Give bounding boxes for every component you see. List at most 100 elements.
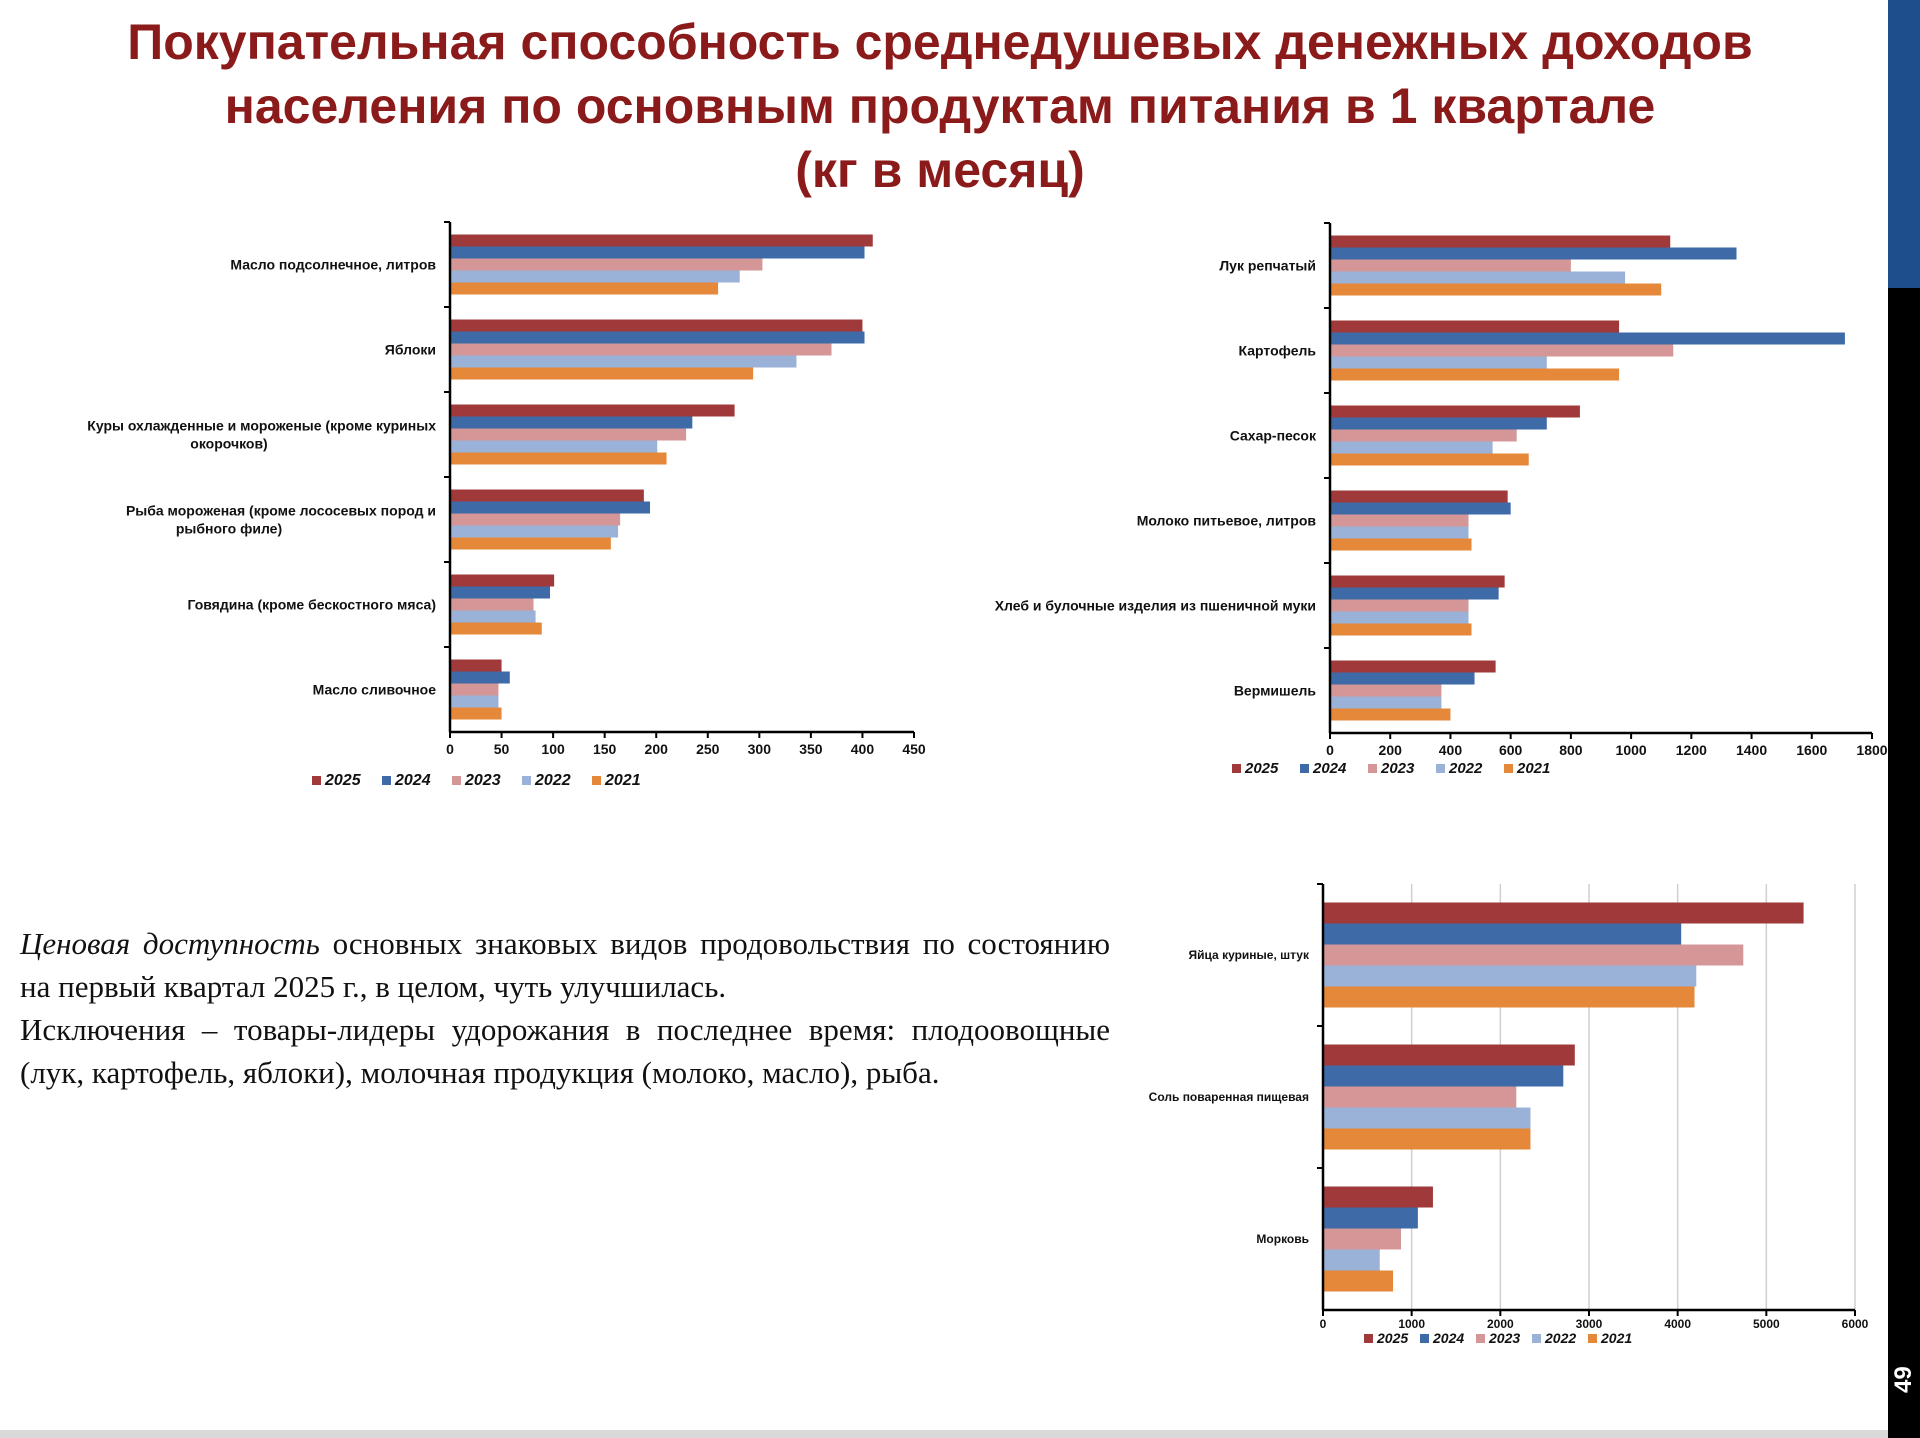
x-tick-label-3: 600	[1499, 742, 1523, 758]
category-label-4-0: Говядина (кроме бескостного мяса)	[187, 596, 436, 612]
bar-2024-0	[1323, 923, 1682, 945]
legend-label-2024: 2024	[1312, 760, 1347, 777]
bar-2022-2	[450, 440, 658, 453]
bar-2021-1	[1323, 1128, 1531, 1150]
legend-label-2024: 2024	[1432, 1330, 1464, 1346]
x-tick-label-2: 100	[541, 741, 565, 757]
category-label-2-0: Сахар-песок	[1230, 427, 1317, 443]
x-tick-label-0: 0	[1320, 1317, 1327, 1331]
side-accent-bar-black	[1888, 288, 1920, 1438]
legend-label-2021: 2021	[1516, 760, 1550, 777]
bar-2025-5	[450, 659, 502, 672]
category-label-5-0: Масло сливочное	[313, 681, 437, 697]
bar-2022-2	[1323, 1249, 1380, 1271]
category-label-1-0: Яблоки	[385, 341, 436, 357]
x-tick-label-0: 0	[446, 741, 454, 757]
x-tick-label-4: 800	[1559, 742, 1583, 758]
bar-2023-2	[1323, 1228, 1402, 1250]
legend-label-2024: 2024	[394, 772, 431, 789]
bar-2023-4	[450, 598, 534, 611]
bar-2023-3	[1330, 514, 1469, 527]
bar-2021-1	[1330, 368, 1620, 381]
bar-2024-5	[450, 671, 510, 684]
x-tick-label-7: 350	[799, 741, 823, 757]
category-label-2-0: Куры охлажденные и мороженые (кроме кури…	[87, 417, 436, 433]
x-tick-label-9: 1800	[1856, 742, 1887, 758]
legend-label-2025: 2025	[1244, 760, 1279, 777]
page-number: 49	[1890, 1366, 1917, 1394]
bar-2021-4	[450, 622, 542, 635]
bar-2025-2	[1330, 405, 1580, 418]
x-tick-label-2: 2000	[1487, 1317, 1514, 1331]
commentary-paragraph-1: Ценовая доступность основных знаковых ви…	[20, 922, 1110, 1008]
bar-2025-4	[450, 574, 555, 587]
bar-2024-0	[1330, 247, 1737, 260]
x-tick-label-0: 0	[1326, 742, 1334, 758]
legend-swatch-2025	[312, 776, 321, 785]
title-line-3: (кг в месяц)	[795, 142, 1085, 198]
bar-2023-0	[1330, 259, 1571, 272]
legend-swatch-2022	[522, 776, 531, 785]
x-tick-label-3: 3000	[1576, 1317, 1603, 1331]
commentary-paragraph-2: Исключения – товары-лидеры удорожания в …	[20, 1012, 1110, 1090]
legend-label-2022: 2022	[534, 772, 571, 789]
bar-2023-1	[1323, 1086, 1517, 1108]
legend-swatch-2024	[1420, 1334, 1429, 1343]
legend-label-2025: 2025	[1376, 1330, 1408, 1346]
legend-swatch-2022	[1436, 764, 1445, 773]
commentary-emphasis: Ценовая доступность	[20, 926, 320, 961]
legend-swatch-2021	[1588, 1334, 1597, 1343]
legend-label-2025: 2025	[324, 772, 362, 789]
bar-2022-1	[450, 355, 797, 368]
bar-2025-1	[1330, 320, 1620, 333]
x-tick-label-8: 1600	[1796, 742, 1827, 758]
bar-2024-3	[1330, 502, 1511, 515]
bar-2025-3	[1330, 490, 1508, 503]
legend-swatch-2022	[1532, 1334, 1541, 1343]
bar-2023-4	[1330, 599, 1469, 612]
bar-2024-2	[1330, 417, 1547, 430]
legend-swatch-2024	[382, 776, 391, 785]
category-label-2-0: Морковь	[1256, 1232, 1309, 1246]
bar-2022-5	[1330, 696, 1442, 709]
bar-2021-0	[1330, 283, 1662, 296]
chart-left-top: Масло подсолнечное, литров Яблоки Куры охл…	[87, 221, 926, 789]
bar-2022-5	[450, 695, 499, 708]
bar-2023-3	[450, 513, 621, 526]
bar-2023-1	[1330, 344, 1674, 357]
x-tick-label-5: 5000	[1753, 1317, 1780, 1331]
bar-2024-0	[450, 246, 865, 259]
bar-2025-2	[1323, 1186, 1433, 1208]
legend-swatch-2023	[452, 776, 461, 785]
category-label-4-0: Хлеб и булочные изделия из пшеничной мук…	[995, 597, 1316, 613]
x-tick-label-6: 1200	[1676, 742, 1707, 758]
bar-2022-1	[1323, 1107, 1531, 1129]
category-label-0-0: Масло подсолнечное, литров	[230, 256, 436, 272]
bar-2021-2	[1330, 453, 1529, 466]
legend-swatch-2021	[592, 776, 601, 785]
commentary-text: Ценовая доступность основных знаковых ви…	[20, 922, 1110, 1094]
bar-2021-3	[450, 537, 611, 550]
chart-right-top: Лук репчатый Картофель Сахар-песок Молоко п…	[995, 222, 1888, 777]
bar-2024-2	[1323, 1207, 1418, 1229]
bar-2024-4	[450, 586, 551, 599]
category-label-2-1: окорочков)	[190, 435, 267, 451]
bar-2021-5	[450, 707, 502, 720]
bar-2025-2	[450, 404, 735, 417]
x-tick-label-3: 150	[593, 741, 617, 757]
bar-2021-2	[450, 452, 667, 465]
legend-label-2021: 2021	[1600, 1330, 1632, 1346]
bar-2022-2	[1330, 441, 1493, 454]
bar-2023-1	[450, 343, 832, 356]
bar-2023-2	[450, 428, 687, 441]
legend-swatch-2021	[1504, 764, 1513, 773]
bar-2024-1	[1330, 332, 1845, 345]
legend-label-2023: 2023	[1488, 1330, 1520, 1346]
x-tick-label-1: 1000	[1398, 1317, 1425, 1331]
bar-2021-1	[450, 367, 754, 380]
title-line-2: населения по основным продуктам питания …	[224, 78, 1656, 134]
title-line-1: Покупательная способность среднедушевых …	[127, 14, 1753, 70]
bar-2023-0	[450, 258, 763, 271]
bar-2023-5	[1330, 684, 1442, 697]
category-label-3-0: Молоко питьевое, литров	[1137, 512, 1317, 528]
